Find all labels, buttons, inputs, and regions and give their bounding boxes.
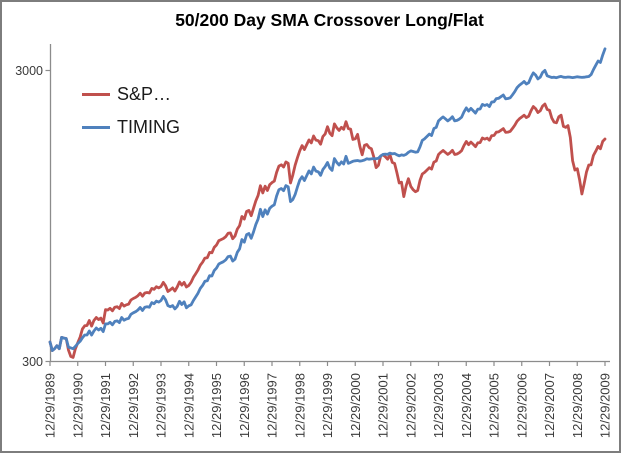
x-tick-label: 12/29/1991 bbox=[98, 373, 113, 438]
x-tick-label: 12/29/1999 bbox=[320, 373, 335, 438]
x-tick-label: 12/29/1990 bbox=[70, 373, 85, 438]
sp-line-swatch bbox=[82, 92, 110, 97]
x-tick-label: 12/29/1993 bbox=[154, 373, 169, 438]
x-tick-label: 12/29/2009 bbox=[598, 373, 613, 438]
chart-title: 50/200 Day SMA Crossover Long/Flat bbox=[175, 10, 484, 30]
x-tick-label: 12/29/2001 bbox=[376, 373, 391, 438]
series-line-timing bbox=[48, 47, 607, 353]
series-lines bbox=[48, 47, 607, 359]
y-axis-labels: 300 3000 bbox=[15, 64, 43, 369]
x-axis-labels: 12/29/1989 12/29/1990 12/29/1991 12/29/1992… bbox=[43, 373, 613, 438]
x-tick-label: 12/29/1998 bbox=[292, 373, 307, 438]
timing-line-swatch bbox=[82, 125, 110, 130]
x-tick-label: 12/29/1996 bbox=[237, 373, 252, 438]
x-tick-label: 12/29/2004 bbox=[459, 373, 474, 438]
x-tick-label: 12/29/2008 bbox=[570, 373, 585, 438]
x-tick-label: 12/29/1989 bbox=[43, 373, 58, 438]
x-tick-label: 12/29/2000 bbox=[348, 373, 363, 438]
y-tick-label: 300 bbox=[22, 355, 43, 369]
legend: S&P… TIMING bbox=[82, 84, 180, 138]
x-tick-label: 12/29/2007 bbox=[542, 373, 557, 438]
y-tick-label: 3000 bbox=[15, 64, 43, 78]
series-line-sp bbox=[48, 102, 607, 359]
legend-label-timing: TIMING bbox=[117, 117, 180, 137]
legend-label-sp: S&P… bbox=[117, 84, 172, 104]
x-tick-label: 12/29/2003 bbox=[431, 373, 446, 438]
x-tick-label: 12/29/1997 bbox=[265, 373, 280, 438]
x-tick-label: 12/29/1995 bbox=[209, 373, 224, 438]
legend-item-timing: TIMING bbox=[82, 117, 180, 138]
x-tick-label: 12/29/1992 bbox=[126, 373, 141, 438]
legend-item-sp: S&P… bbox=[82, 84, 180, 105]
x-tick-label: 12/29/2002 bbox=[403, 373, 418, 438]
x-tick-label: 12/29/2006 bbox=[514, 373, 529, 438]
axes bbox=[45, 44, 610, 366]
x-tick-label: 12/29/2005 bbox=[487, 373, 502, 438]
x-tick-label: 12/29/1994 bbox=[181, 373, 196, 438]
